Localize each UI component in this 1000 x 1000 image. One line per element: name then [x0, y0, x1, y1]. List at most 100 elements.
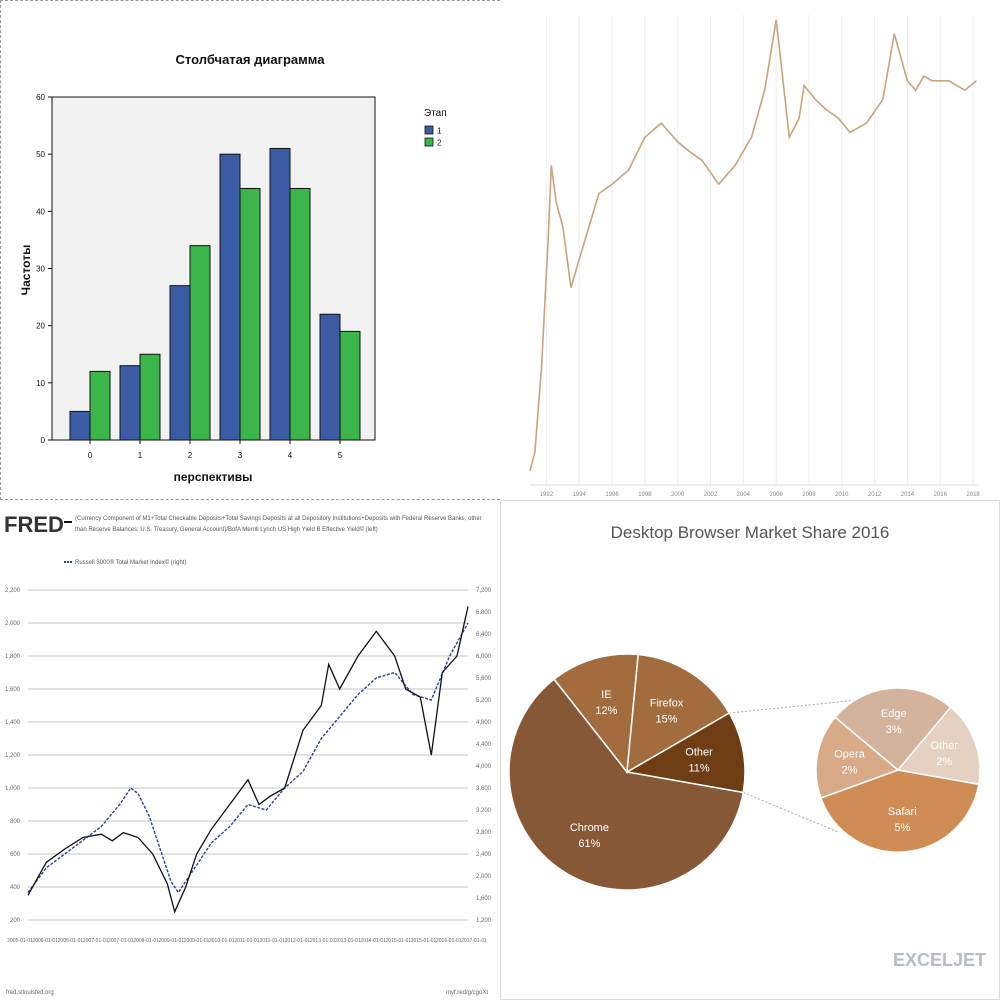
fred-right-tick-label: 3,200 [476, 808, 492, 814]
pie-slice-label: Other [685, 746, 713, 758]
history-x-tick-label: 2014 [901, 492, 915, 498]
legend-swatch-2 [424, 137, 434, 147]
breakout-slice-value: 2% [842, 764, 858, 776]
fred-right-tick-label: 6,800 [476, 610, 492, 616]
bar-series-2-3 [239, 187, 261, 441]
bar-chart-legend: 12 [424, 125, 442, 148]
fred-right-tick-label: 6,000 [476, 654, 492, 660]
pie-slice-chrome [508, 678, 745, 891]
bar-series-2-0 [89, 370, 111, 441]
fred-legend-right: Russell 3000® Total Market Index© (right… [75, 559, 186, 566]
history-x-tick-label: 2006 [769, 492, 783, 498]
fred-x-tick-label: 2009-01-01 [159, 938, 185, 944]
history-x-tick-label: 2002 [704, 492, 718, 498]
bar-x-tick-label: 2 [188, 451, 193, 460]
legend-label-1: 1 [437, 127, 442, 136]
history-x-ticks: 1992 1994 1996 1998 2000 2002 2004 2006 2008 2010… [540, 492, 981, 498]
breakout-slice-value: 5% [894, 822, 910, 834]
fred-left-tick-label: 1,600 [5, 687, 21, 693]
fred-right-tick-label: 3,600 [476, 786, 492, 792]
fred-x-tick-label: 2013-01-01 [310, 938, 336, 944]
fred-panel: FRED (Currency Component of M1+Total Che… [0, 500, 500, 1000]
fred-x-tick-label: 2007-01-01 [83, 938, 109, 944]
fred-left-tick-label: 200 [10, 918, 21, 924]
breakout-slice-opera [815, 716, 900, 799]
fred-x-tick-label: 2008-01-01 [133, 938, 159, 944]
fred-left-tick-label: 800 [10, 819, 21, 825]
fred-right-tick-label: 1,600 [476, 896, 492, 902]
bar-y-tick-label: 40 [36, 207, 45, 216]
fred-x-tick-label: 2006-01-01 [58, 938, 84, 944]
history-line-chart: 1992 1994 1996 1998 2000 2002 2004 2006 2008 2010… [529, 15, 981, 498]
pie-slice-value: 11% [688, 762, 709, 774]
history-x-tick-label: 2000 [671, 492, 685, 498]
bar-series-1-2 [169, 285, 191, 441]
pie-chart: Desktop Browser Market Share 2016 Other 1… [500, 500, 1000, 1000]
fred-right-tick-label: 5,200 [476, 698, 492, 704]
fred-x-tick-label: 2009-01-01 [184, 938, 210, 944]
fred-right-tick-label: 2,800 [476, 830, 492, 836]
pie-connector-top [729, 699, 859, 714]
fred-left-tick-label: 1,000 [5, 786, 21, 792]
bar-x-tick-label: 3 [238, 451, 243, 460]
breakout-slice-label: Other [930, 740, 958, 752]
fred-x-tick-label: 2013-01-01 [335, 938, 361, 944]
pie-slice-value: 12% [595, 705, 617, 717]
fred-right-tick-label: 6,400 [476, 632, 492, 638]
pie-slice-label: IE [601, 689, 611, 701]
legend-swatch-1 [424, 125, 434, 135]
bar-chart-y-ticks: 0 10 20 30 40 50 60 [36, 93, 52, 445]
bar-chart-bars [69, 147, 361, 441]
bar-series-2-4 [289, 187, 311, 441]
bar-y-tick-label: 20 [36, 322, 45, 331]
fred-right-tick-label: 2,400 [476, 852, 492, 858]
fred-x-tick-label: 2015-01-01 [411, 938, 437, 944]
fred-left-tick-label: 1,200 [5, 753, 21, 759]
fred-right-tick-label: 7,200 [476, 588, 492, 594]
pie-chart-title: Desktop Browser Market Share 2016 [611, 523, 890, 542]
bar-x-tick-label: 1 [138, 451, 143, 460]
fred-logo: FRED [4, 512, 64, 537]
fred-x-ticks: 2005-01-01 2006-01-01 2006-01-01 2007-01-01… [7, 938, 487, 944]
fred-grid: 200 400 600 800 1,000 1,200 1,400 1,600 1,800 2,0… [5, 588, 492, 924]
breakout-slice-other [896, 706, 981, 786]
pie-panel: Desktop Browser Market Share 2016 Other 1… [500, 500, 1000, 1000]
bar-chart-title: Столбчатая диаграмма [176, 52, 326, 67]
fred-x-tick-label: 2011-01-01 [260, 938, 285, 944]
fred-left-tick-label: 2,000 [5, 621, 21, 627]
history-x-tick-label: 2016 [934, 492, 948, 498]
history-x-tick-label: 2018 [966, 492, 980, 498]
bar-y-tick-label: 10 [36, 379, 45, 388]
bar-series-2-5 [339, 330, 361, 441]
breakout-slice-label: Edge [881, 708, 907, 720]
fred-right-tick-label: 5,600 [476, 676, 492, 682]
breakout-slice-label: Safari [888, 806, 917, 818]
fred-source-right: myf.red/g/cgoXt [446, 990, 488, 996]
fred-legend-left: (Currency Component of M1+Total Checkabl… [75, 516, 482, 533]
history-grid [530, 15, 978, 486]
fred-x-tick-label: 2006-01-01 [32, 938, 58, 944]
breakout-slice-value: 2% [936, 756, 952, 768]
pie-slice-value: 15% [656, 713, 678, 725]
bar-series-1-0 [69, 410, 91, 441]
history-x-tick-label: 2004 [737, 492, 751, 498]
history-x-tick-label: 1992 [540, 492, 554, 498]
pie-breakout: Safari 5% Opera 2% Edge 3% Other 2% [815, 687, 981, 853]
pie-connectors [729, 699, 859, 833]
pie-slice-other [624, 711, 746, 794]
bar-x-tick-label: 4 [288, 451, 293, 460]
bar-chart-x-label: перспективы [174, 470, 253, 484]
fred-right-tick-label: 4,000 [476, 764, 492, 770]
bar-series-2-2 [189, 245, 211, 441]
history-x-tick-label: 2010 [835, 492, 849, 498]
bar-chart-x-ticks: 0 1 2 3 4 5 [88, 440, 343, 460]
fred-series-right [27, 622, 469, 894]
fred-left-tick-label: 1,800 [5, 654, 21, 660]
pie-slice-label: Chrome [570, 822, 609, 834]
bar-y-tick-label: 50 [36, 150, 45, 159]
bar-series-1-4 [269, 147, 291, 441]
fred-legend-left-box: (Currency Component of M1+Total Checkabl… [75, 516, 482, 533]
fred-x-tick-label: 2011-01-01 [234, 938, 259, 944]
